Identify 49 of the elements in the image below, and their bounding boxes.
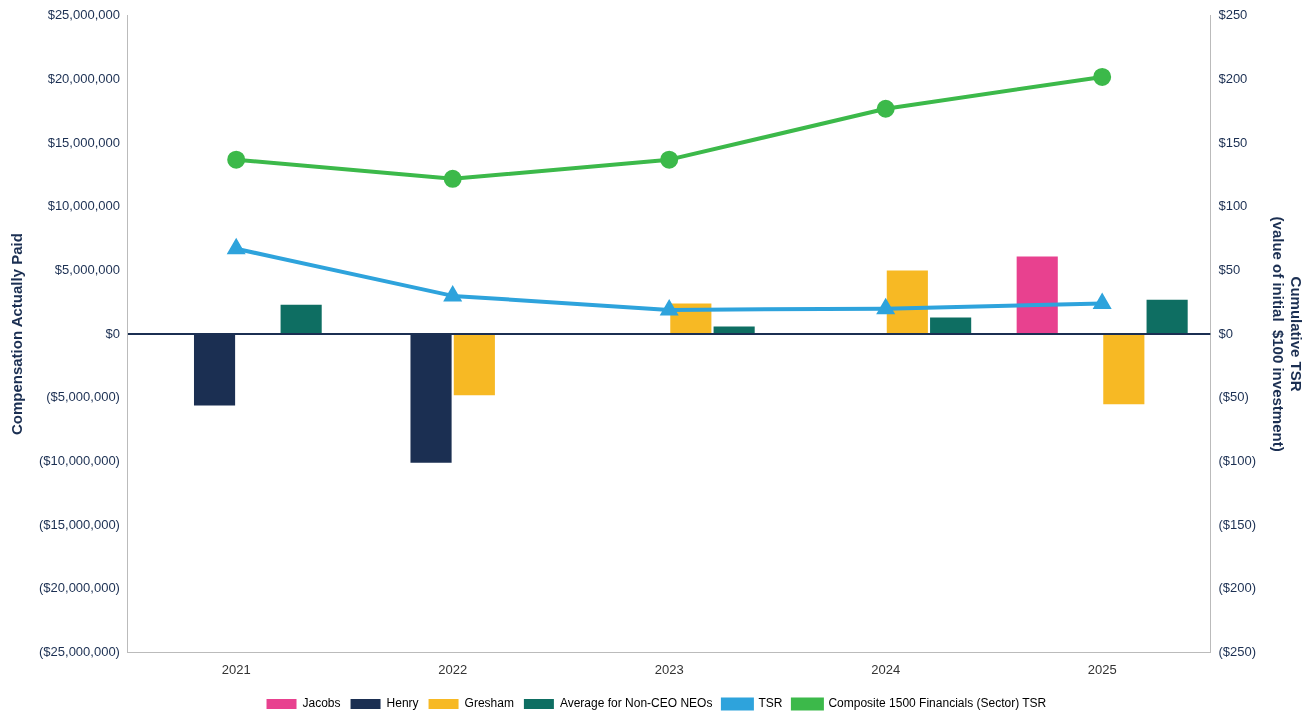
y-tick-label: ($15,000,000) [39, 516, 120, 532]
bar [280, 304, 322, 335]
point [660, 150, 679, 169]
point [227, 150, 246, 169]
y2-tick-label: $200 [1218, 71, 1248, 87]
y-tick-label: ($5,000,000) [46, 389, 120, 405]
y-tick-label: $0 [105, 325, 120, 341]
y-tick-label: $15,000,000 [47, 134, 120, 150]
y2-tick-label: ($250) [1218, 643, 1256, 659]
y2-tick-label: ($200) [1218, 580, 1256, 596]
bar [1103, 334, 1145, 405]
x-tick-label: 2021 [221, 661, 251, 677]
legend-label: TSR [758, 696, 783, 711]
point [226, 237, 246, 255]
y-tick-label: ($25,000,000) [39, 643, 120, 659]
legend-label: Jacobs [302, 696, 341, 711]
y2-tick-label: $100 [1218, 198, 1248, 214]
x-tick-label: 2022 [438, 661, 468, 677]
y-tick-label: $20,000,000 [47, 71, 120, 87]
y2-axis-title: Cumulative TSR (value of initial $100 investment) [1269, 216, 1305, 452]
y-tick-label: $25,000,000 [47, 7, 120, 23]
y2-tick-label: ($150) [1218, 516, 1256, 532]
legend-label: Average for Non-CEO NEOs [559, 696, 713, 711]
point [876, 297, 896, 315]
point [1093, 67, 1112, 86]
y2-tick-label: $50 [1218, 262, 1241, 278]
y-axis-title: Compensation Actually Paid [8, 233, 26, 436]
y-tick-label: ($10,000,000) [39, 453, 120, 468]
y2-tick-label: $0 [1218, 325, 1233, 341]
y-tick-label: $5,000,000 [54, 262, 120, 278]
bar [453, 334, 495, 396]
x-tick-label: 2024 [871, 661, 901, 677]
point [876, 99, 895, 118]
point [1092, 292, 1112, 310]
y-tick-label: $10,000,000 [47, 198, 120, 214]
bar [930, 317, 972, 335]
y2-tick-label: ($50) [1218, 389, 1249, 405]
bar [1146, 299, 1188, 335]
x-tick-label: 2025 [1087, 661, 1117, 677]
legend-label: Gresham [464, 696, 514, 711]
point [443, 169, 462, 188]
y2-tick-label: $250 [1218, 7, 1248, 23]
legend-label: Henry [386, 696, 419, 711]
legend-label: Composite 1500 Financials (Sector) TSR [828, 696, 1047, 711]
y-tick-label: ($20,000,000) [39, 580, 120, 596]
y2-tick-label: $150 [1218, 134, 1248, 150]
x-tick-label: 2023 [654, 661, 684, 677]
y2-tick-label: ($100) [1218, 453, 1256, 468]
bar [1016, 256, 1058, 335]
